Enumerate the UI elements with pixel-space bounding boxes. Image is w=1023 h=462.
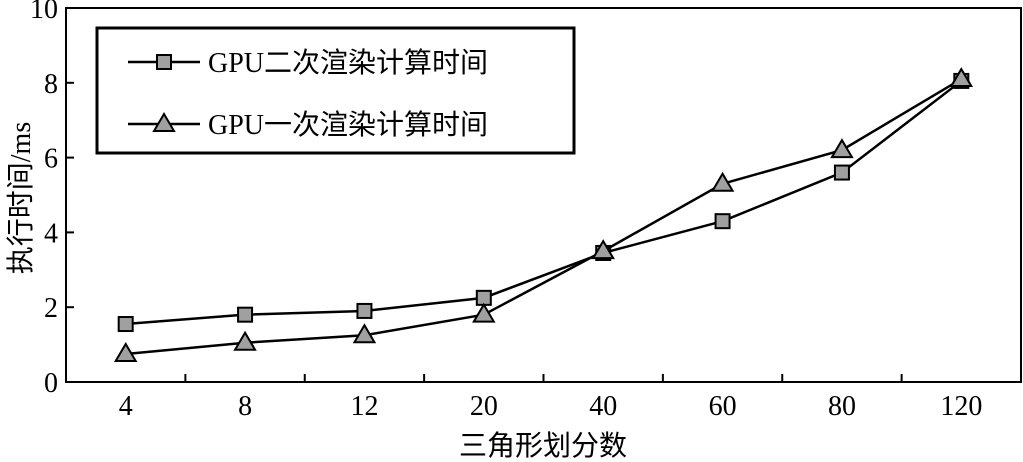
data-point <box>714 213 731 230</box>
y-tick-label: 10 <box>30 0 58 25</box>
series-group <box>113 67 974 362</box>
data-point <box>830 138 854 159</box>
data-point <box>113 341 138 362</box>
y-tick-label: 2 <box>44 293 58 324</box>
x-tick-label: 120 <box>940 391 982 422</box>
y-axis-label: 执行时间/ms <box>5 122 37 274</box>
data-point <box>117 316 134 333</box>
x-tick-label: 60 <box>709 391 737 422</box>
y-tick-label: 8 <box>44 69 58 100</box>
legend-marker <box>156 54 172 70</box>
y-tick-label: 4 <box>44 218 58 249</box>
y-ticks: 0 2 4 6 8 10 <box>30 0 74 399</box>
x-tick-label: 4 <box>119 391 133 422</box>
legend-item: GPU一次渲染计算时间 <box>128 109 488 141</box>
data-point <box>472 302 496 323</box>
data-point <box>356 302 373 319</box>
legend-label: GPU一次渲染计算时间 <box>208 109 488 141</box>
data-point <box>352 323 377 344</box>
legend-label: GPU二次渲染计算时间 <box>208 47 488 79</box>
data-point <box>591 239 615 260</box>
series-line <box>125 79 963 326</box>
data-point <box>949 67 974 88</box>
series-line <box>125 77 962 356</box>
data-point <box>833 164 850 181</box>
x-tick-label: 80 <box>828 391 856 422</box>
x-axis-label: 三角形划分数 <box>459 430 627 462</box>
legend-item: GPU二次渲染计算时间 <box>128 47 488 79</box>
legend: GPU二次渲染计算时间 GPU一次渲染计算时间 <box>95 26 576 155</box>
x-ticks: 4 8 12 20 40 60 80 120 <box>119 374 982 422</box>
series-2 <box>113 67 974 362</box>
data-point <box>237 306 254 323</box>
legend-box <box>95 26 576 155</box>
data-point <box>233 330 257 351</box>
y-tick-label: 6 <box>44 144 58 175</box>
x-tick-label: 40 <box>589 391 617 422</box>
data-point <box>710 171 735 192</box>
legend-marker <box>152 112 176 132</box>
x-tick-label: 12 <box>350 391 378 422</box>
x-tick-label: 20 <box>470 391 498 422</box>
x-tick-label: 8 <box>238 391 252 422</box>
y-tick-label: 0 <box>44 368 58 399</box>
